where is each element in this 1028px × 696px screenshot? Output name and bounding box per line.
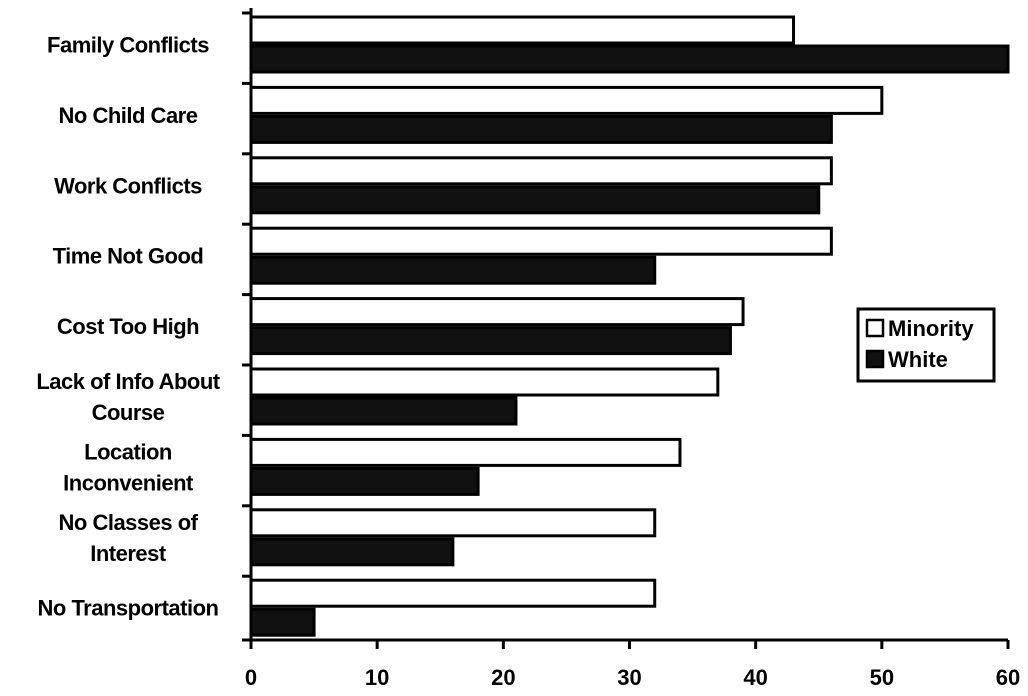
bar-minority-1 (249, 85, 884, 115)
bars-layer (249, 15, 1010, 637)
category-label-1: No Child Care (59, 103, 198, 128)
bar-white-5 (249, 396, 518, 426)
bar-white-7 (249, 537, 455, 567)
bar-white-2 (249, 185, 821, 215)
category-label-5-line-0: Lack of Info About (36, 369, 220, 394)
category-label-6-line-1: Inconvenient (63, 470, 194, 495)
category-label-5-line-1: Course (92, 400, 165, 425)
bar-white-1 (249, 114, 833, 144)
bar-minority-2 (249, 156, 833, 186)
bar-white-6 (249, 466, 480, 496)
legend-swatch-white (865, 349, 885, 369)
legend-label-white: White (888, 347, 948, 372)
x-tick-label-60: 60 (996, 665, 1020, 690)
bar-white-0 (249, 44, 1010, 74)
category-label-2: Work Conflicts (54, 173, 202, 198)
bar-minority-5 (249, 367, 720, 397)
bar-minority-6 (249, 437, 682, 467)
x-tick-labels: 0 10 20 30 40 50 60 (245, 665, 1020, 690)
x-tick-label-50: 50 (870, 665, 894, 690)
x-tick-label-30: 30 (617, 665, 641, 690)
category-label-7-line-0: No Classes of (59, 510, 199, 535)
bar-minority-7 (249, 508, 657, 538)
category-label-3: Time Not Good (53, 244, 204, 269)
category-label-7-line-1: Interest (90, 541, 167, 566)
x-tick-label-20: 20 (491, 665, 515, 690)
category-label-6-line-0: Location (84, 439, 172, 464)
bar-white-3 (249, 255, 657, 285)
bar-minority-0 (249, 15, 796, 45)
bar-minority-3 (249, 226, 833, 256)
x-tick-label-10: 10 (365, 665, 389, 690)
legend-swatch-minority (865, 318, 885, 338)
category-label-8: No Transportation (38, 596, 219, 621)
bar-minority-4 (249, 297, 745, 327)
bar-white-4 (249, 326, 732, 356)
legend: Minority White (856, 307, 996, 383)
legend-label-minority: Minority (888, 316, 974, 341)
x-tick-label-0: 0 (245, 665, 257, 690)
category-labels: Family Conflicts No Child Care Work Confli… (36, 33, 221, 621)
x-tick-label-40: 40 (743, 665, 767, 690)
category-label-4: Cost Too High (57, 314, 199, 339)
bar-white-8 (249, 607, 316, 637)
bar-minority-8 (249, 578, 657, 608)
category-label-0: Family Conflicts (47, 33, 209, 58)
axis-layer (242, 8, 1010, 649)
